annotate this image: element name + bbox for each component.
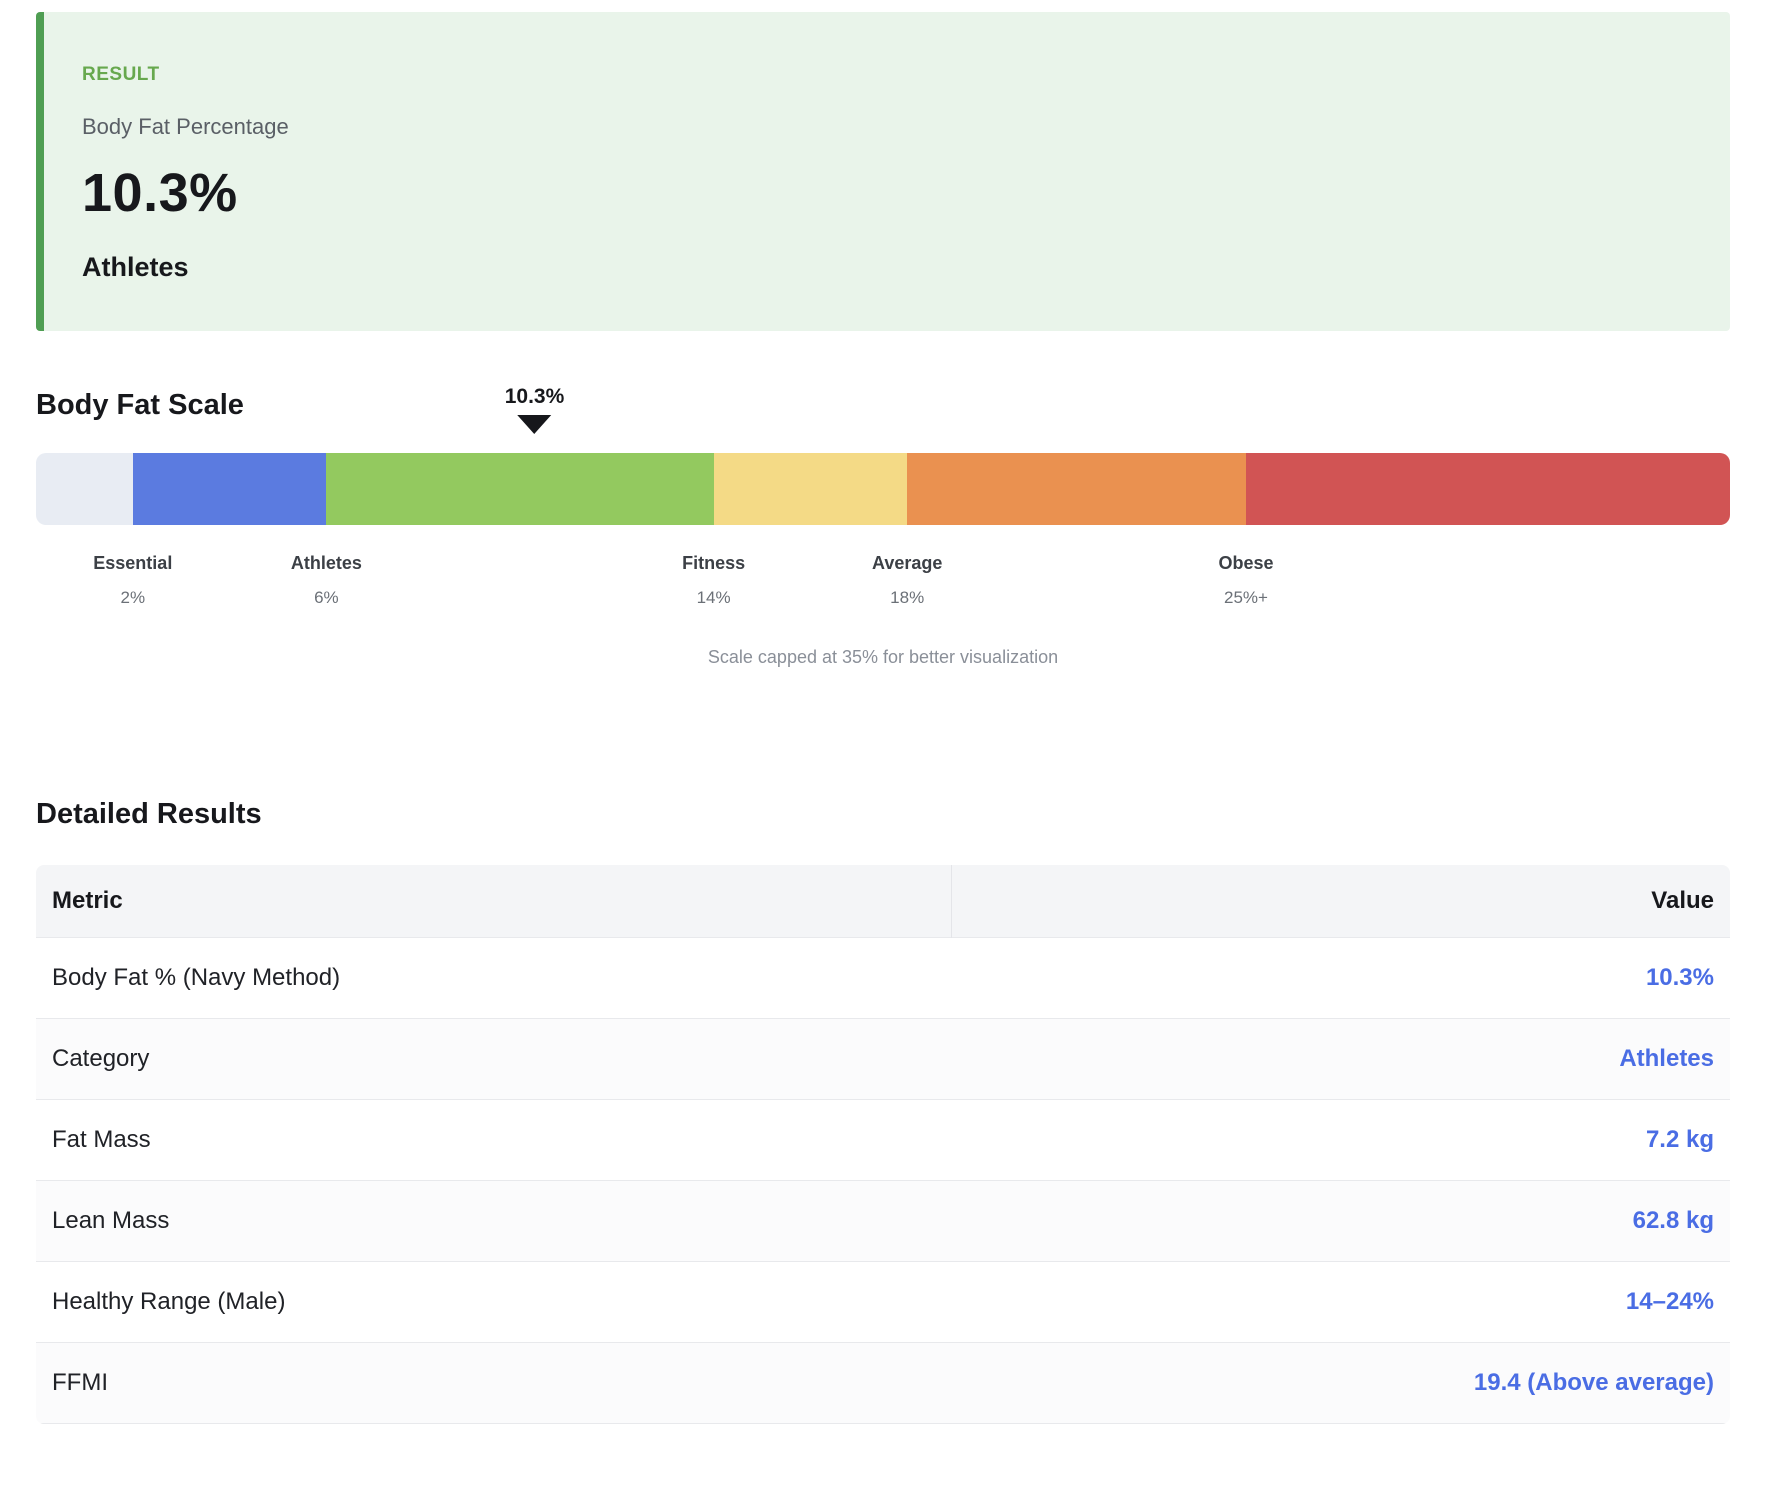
value-cell: 7.2 kg [951, 1099, 1730, 1181]
value-cell: 62.8 kg [951, 1180, 1730, 1262]
tick-value: 6% [314, 588, 339, 607]
scale-segment-average [907, 453, 1246, 525]
scale-title: Body Fat Scale [36, 389, 244, 421]
details-title: Detailed Results [36, 798, 262, 830]
scale-tick-essential: Essential 2% [93, 553, 172, 608]
scale-segment-below-essential [36, 453, 133, 525]
tick-value: 2% [120, 588, 146, 607]
body-fat-scale-section: Body Fat Scale 10.3% Essential 2% Athletes… [36, 385, 1730, 668]
tick-label: Essential [93, 553, 173, 573]
metric-cell: Lean Mass [36, 1180, 952, 1262]
table-row: Body Fat % (Navy Method) 10.3% [36, 937, 1730, 1019]
scale-caption: Scale capped at 35% for better visualiza… [707, 647, 1059, 667]
result-subtitle: Body Fat Percentage [82, 114, 289, 139]
tick-label: Average [872, 553, 943, 573]
tick-value: 25%+ [1224, 588, 1268, 607]
metric-cell: Body Fat % (Navy Method) [36, 937, 952, 1019]
table-row: Lean Mass 62.8 kg [36, 1180, 1730, 1262]
metric-cell: Category [36, 1018, 952, 1100]
details-table-wrap: Metric Value Body Fat % (Navy Method) 10.… [36, 865, 1730, 1424]
scale-tick-obese: Obese 25%+ [1218, 553, 1273, 608]
table-row: Category Athletes [36, 1018, 1730, 1100]
scale-tick-average: Average 18% [872, 553, 942, 608]
value-cell: 19.4 (Above average) [951, 1342, 1730, 1424]
metric-cell: FFMI [36, 1342, 952, 1424]
table-row: Fat Mass 7.2 kg [36, 1099, 1730, 1181]
result-card: RESULT Body Fat Percentage 10.3% Athlete… [36, 12, 1730, 331]
scale-header: Body Fat Scale 10.3% [36, 385, 1730, 453]
scale-segment-athletes [326, 453, 714, 525]
metric-cell: Healthy Range (Male) [36, 1261, 952, 1343]
detailed-results-section: Detailed Results Metric Value Body Fat %… [36, 798, 1730, 1424]
column-header-metric: Metric [36, 865, 952, 938]
table-row: FFMI 19.4 (Above average) [36, 1342, 1730, 1424]
details-table: Metric Value Body Fat % (Navy Method) 10.… [36, 865, 1730, 1424]
result-label: RESULT [82, 64, 160, 85]
tick-label: Athletes [290, 553, 362, 573]
scale-marker-label: 10.3% [504, 385, 565, 408]
scale-segment-fitness [713, 453, 908, 525]
metric-cell: Fat Mass [36, 1099, 952, 1181]
scale-marker: 10.3% [504, 385, 565, 434]
scale-segment-essential [132, 453, 327, 525]
tick-label: Fitness [682, 553, 746, 573]
value-cell: 14–24% [951, 1261, 1730, 1343]
details-table-body: Body Fat % (Navy Method) 10.3% Category Ath… [36, 937, 1730, 1424]
result-category: Athletes [82, 252, 189, 282]
tick-label: Obese [1218, 553, 1274, 573]
scale-ticks: Essential 2% Athletes 6% Fitness 14% Average 18… [36, 553, 1730, 639]
scale-segment-obese [1245, 453, 1730, 525]
table-row: Healthy Range (Male) 14–24% [36, 1261, 1730, 1343]
marker-triangle-icon [517, 415, 552, 434]
tick-value: 18% [890, 588, 925, 607]
scale-bar [36, 453, 1730, 525]
scale-tick-athletes: Athletes 6% [291, 553, 362, 608]
scale-tick-fitness: Fitness 14% [682, 553, 745, 608]
value-cell: 10.3% [951, 937, 1730, 1019]
details-table-head: Metric Value [36, 865, 1730, 938]
tick-value: 14% [696, 588, 731, 607]
value-cell: Athletes [951, 1018, 1730, 1100]
result-value: 10.3% [82, 163, 238, 223]
column-header-value: Value [951, 865, 1730, 938]
header-row: Metric Value [36, 865, 1730, 938]
